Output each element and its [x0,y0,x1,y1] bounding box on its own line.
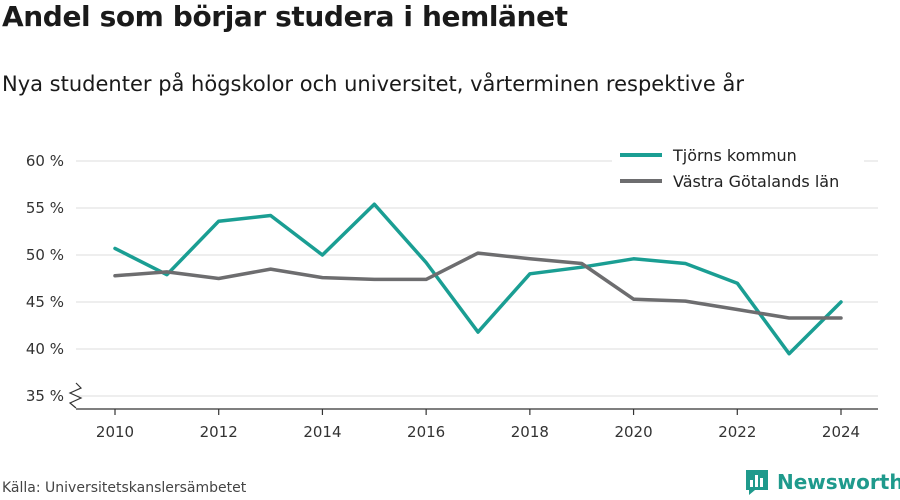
legend-box [612,141,864,199]
x-tick-label: 2014 [303,423,341,441]
legend-label: Tjörns kommun [672,146,797,165]
legend-label: Västra Götalands län [673,172,839,191]
x-tick-label: 2016 [407,423,445,441]
axis-break-icon [68,382,83,409]
x-tick-label: 2024 [822,423,860,441]
x-tick-label: 2022 [718,423,756,441]
chart-subtitle: Nya studenter på högskolor och universit… [2,72,744,96]
x-tick-label: 2012 [200,423,238,441]
brand-name: Newsworthy [777,470,900,494]
chart-title: Andel som börjar studera i hemlänet [2,0,568,33]
x-tick-label: 2010 [96,423,134,441]
y-tick-label: 60 % [26,152,64,170]
bar-chart-logo-icon [746,470,768,495]
series-line-1 [113,202,843,356]
series-line-2 [113,251,843,320]
y-tick-label: 45 % [26,293,64,311]
y-tick-label: 40 % [26,340,64,358]
y-tick-label: 55 % [26,199,64,217]
x-tick-label: 2020 [614,423,652,441]
y-tick-label: 35 % [26,387,64,405]
brand-logo[interactable]: Newsworthy [744,468,900,496]
source-note: Källa: Universitetskanslersämbetet [2,480,247,496]
x-tick-label: 2018 [511,423,549,441]
y-tick-label: 50 % [26,246,64,264]
